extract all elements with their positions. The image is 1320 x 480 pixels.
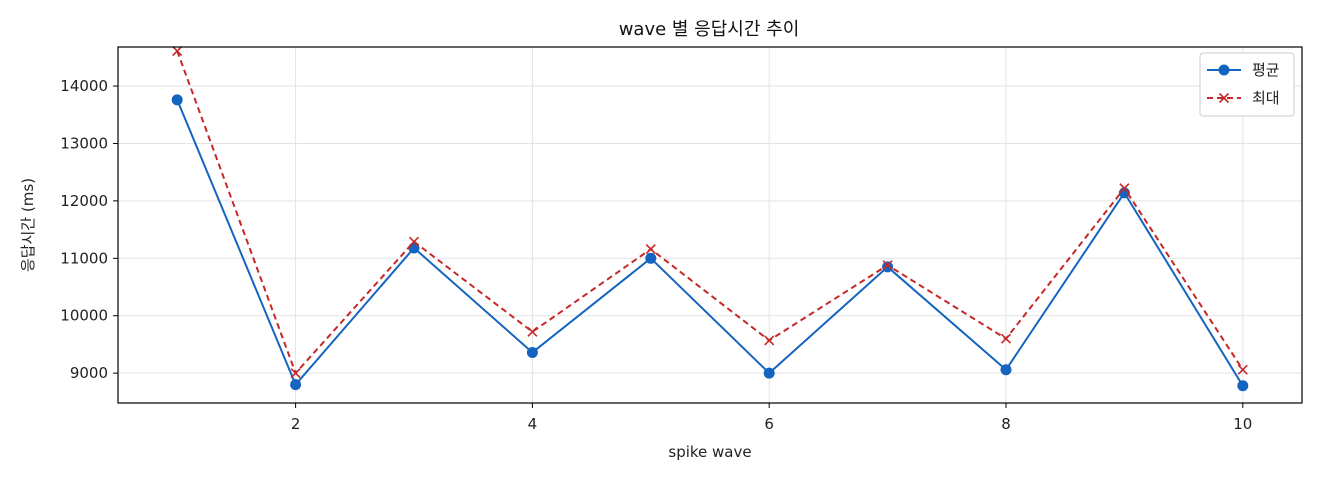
data-point [764,335,775,346]
x-marker-stroke [645,244,656,255]
data-point [1000,364,1012,376]
x-tick-label: 8 [1001,415,1011,433]
legend-marker [1218,92,1230,104]
legend-box [1199,52,1295,117]
legend-marker [1218,64,1230,76]
series-layer [171,45,1249,392]
x-marker-stroke [1119,183,1130,194]
x-marker-stroke [172,45,183,57]
data-point [526,346,538,358]
data-point [408,236,420,247]
x-marker-stroke [1218,92,1230,104]
x-marker-stroke [882,260,893,271]
x-marker-stroke [408,236,420,247]
series-line [176,99,1244,387]
x-tick-label: 2 [291,415,301,433]
data-point [882,260,893,271]
y-tick-label: 12000 [60,192,108,210]
data-point [290,368,301,379]
data-point [763,367,775,379]
data-point [882,261,894,273]
y-axis-title: 응답시간 (ms) [19,178,37,272]
data-point [527,326,538,337]
data-point [290,379,302,391]
x-marker-stroke [1000,333,1012,344]
y-tick-label: 13000 [60,134,108,152]
data-point [1237,380,1249,392]
data-point [645,252,657,264]
data-point [1237,364,1248,375]
series-line [176,50,1244,375]
data-point [171,94,183,106]
series-1 [171,94,1249,392]
series-2 [172,45,1248,379]
data-point [645,244,656,255]
x-tick-label: 10 [1233,415,1252,433]
x-tick-label: 6 [764,415,774,433]
x-marker-stroke [1237,364,1248,375]
data-point [1119,183,1130,194]
data-point [172,45,183,57]
x-axis: 2 4 6 8 10 [291,403,1252,433]
y-tick-label: 14000 [60,77,108,95]
plot-area-frame [117,46,1303,404]
x-marker-stroke [290,368,301,379]
legend-label: 최대 [1252,89,1280,107]
y-tick-label: 9000 [70,364,108,382]
y-axis: 9000 10000 11000 12000 13000 14000 [60,77,118,382]
legend-label: 평균 [1252,61,1280,79]
y-tick-label: 10000 [60,307,108,325]
data-point [1000,333,1012,344]
x-marker-stroke [764,335,775,346]
y-tick-label: 11000 [60,249,108,267]
x-axis-title: spike wave [668,443,751,461]
chart-title: wave 별 응답시간 추이 [619,19,800,40]
x-marker-stroke [527,326,538,337]
x-tick-label: 4 [528,415,538,433]
